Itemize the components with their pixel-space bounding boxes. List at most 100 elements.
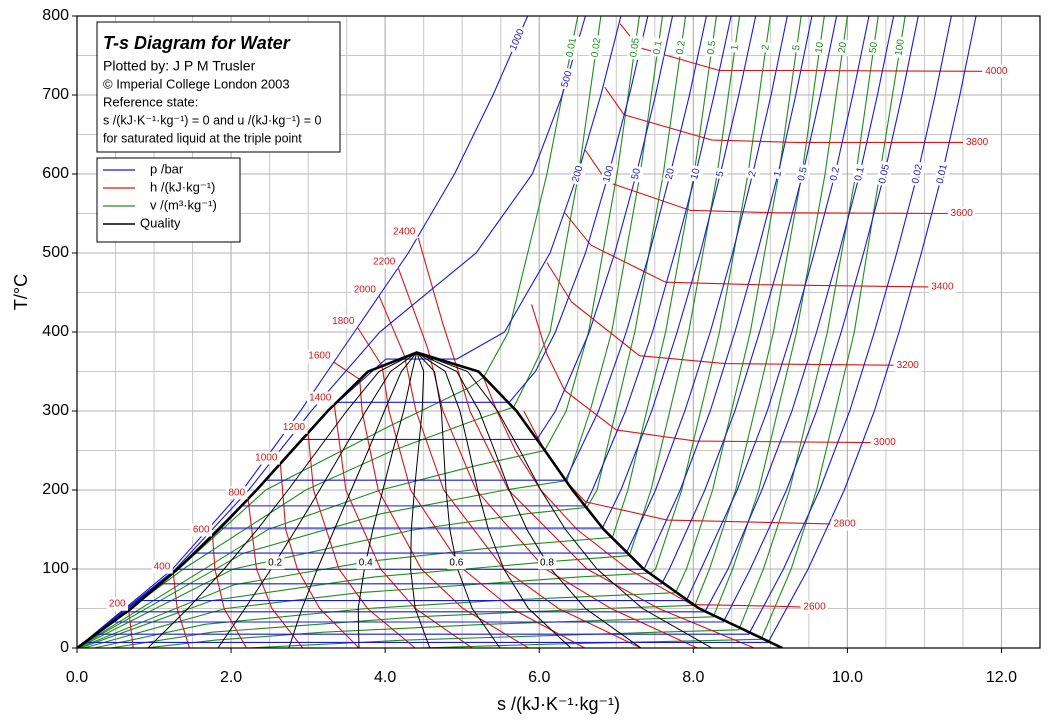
curves (77, 16, 983, 648)
label-bg (628, 164, 645, 183)
label-bg (557, 67, 577, 91)
curve-label-group: 1000 (253, 451, 280, 465)
curve-label: 2800 (833, 519, 856, 530)
curve-label: 0.05 (877, 163, 892, 185)
y-tick-label: 800 (42, 7, 69, 24)
curve-label-group: 0.01 (563, 34, 581, 61)
curve-label: 0.02 (910, 163, 925, 185)
label-bg (851, 163, 869, 185)
label-bg (391, 225, 418, 239)
curve-label-group: 4000 (983, 64, 1010, 78)
label-bg (933, 160, 952, 187)
curve-label: 0.02 (590, 37, 604, 58)
info-boxes: T-s Diagram for Water Plotted by: J P M … (96, 21, 341, 243)
curve (128, 610, 134, 648)
curve (77, 16, 977, 648)
label-bg (506, 24, 529, 55)
curve (77, 16, 919, 648)
curve-label-group: 0.1 (650, 37, 666, 58)
curve-label: 1800 (332, 316, 355, 327)
curve (147, 352, 417, 648)
label-bg (892, 35, 909, 59)
curve-label: 3200 (897, 360, 920, 371)
x-axis-label: s /(kJ·K⁻¹·kg⁻¹) (497, 694, 620, 714)
x-tick-label: 8.0 (682, 669, 704, 686)
curve-label: 3600 (951, 208, 974, 219)
curve-label: 5 (714, 170, 726, 178)
curve-label-group: 100 (599, 161, 618, 186)
label-bg (728, 41, 743, 54)
curve-label-group: 800 (226, 486, 248, 500)
curve-label: 0.8 (540, 557, 554, 568)
y-tick-label: 300 (42, 402, 69, 419)
curve (212, 535, 247, 648)
curve-label: 2 (760, 44, 772, 51)
curve-label-group: 0.05 (626, 34, 644, 61)
info-line: Reference state: (103, 94, 198, 109)
curve-label: 800 (228, 487, 245, 498)
curve-label: 20 (664, 167, 677, 181)
curve-label: 1400 (309, 393, 332, 404)
curve-label-group: 0.2 (266, 556, 285, 570)
label-bg (831, 517, 859, 531)
curve-label-group: 1800 (330, 314, 357, 328)
curve-label: 3000 (874, 437, 897, 448)
label-bg (599, 161, 618, 186)
curve (419, 16, 906, 648)
curve-label: 100 (893, 38, 907, 57)
curve-label-group: 0.2 (826, 163, 844, 185)
curve (397, 267, 698, 648)
curve-label-group: 2600 (801, 600, 829, 614)
label-bg (626, 34, 644, 61)
curve-label-group: 3600 (948, 207, 976, 221)
label-bg (894, 358, 922, 372)
curve-label: 1600 (308, 351, 331, 362)
curve-label: 0.2 (268, 557, 282, 568)
curve-label-group: 10 (812, 38, 828, 57)
label-bg (713, 167, 728, 181)
label-bg (307, 391, 334, 405)
curve (604, 86, 963, 143)
curve-label: 0.01 (935, 163, 950, 185)
label-bg (106, 597, 129, 611)
label-bg (948, 207, 976, 221)
curve (77, 16, 586, 648)
y-tick-label: 200 (42, 481, 69, 498)
label-bg (190, 523, 213, 537)
label-bg (812, 38, 828, 57)
label-bg (687, 164, 704, 183)
y-tick-label: 400 (42, 323, 69, 340)
curve-label: 600 (193, 524, 210, 535)
curve-label: 2200 (373, 257, 396, 268)
curve-label-group: 0.02 (588, 34, 605, 61)
info-line: for saturated liquid at the triple point (103, 131, 302, 145)
label-bg (983, 64, 1010, 78)
curve (172, 572, 191, 648)
curve-label-group: 0.4 (356, 556, 376, 570)
curve-label-group: 2 (745, 167, 761, 181)
label-bg (650, 37, 666, 58)
curve (288, 352, 418, 648)
curve-label: 5 (791, 44, 803, 51)
label-bg (875, 160, 894, 187)
curve-label: 400 (154, 562, 171, 573)
label-bg (538, 556, 557, 570)
curve (416, 352, 501, 648)
curve-label-group: 5 (789, 41, 805, 54)
label-bg (704, 37, 720, 58)
curve-label: 50 (630, 167, 643, 181)
curve-label-group: 3800 (963, 136, 991, 150)
legend-label: p /bar (150, 161, 184, 176)
title-box (96, 21, 341, 153)
curve-label-group: 1 (770, 167, 786, 181)
curve-label: 0.5 (796, 166, 810, 182)
info-line: © Imperial College London 2003 (103, 76, 290, 91)
label-bg (794, 163, 812, 185)
curve-label-group: 1600 (306, 349, 333, 363)
curve-label-group: 100 (892, 35, 909, 59)
y-tick-label: 0 (60, 639, 69, 656)
label-bg (963, 136, 991, 150)
label-bg (826, 163, 844, 185)
y-tick-label: 100 (42, 560, 69, 577)
x-tick-label: 6.0 (528, 669, 550, 686)
